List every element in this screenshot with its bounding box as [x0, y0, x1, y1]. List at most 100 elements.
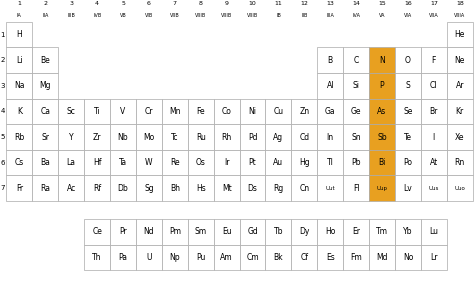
FancyBboxPatch shape	[447, 124, 473, 150]
Text: 9: 9	[225, 1, 228, 7]
Text: Sm: Sm	[195, 227, 207, 236]
FancyBboxPatch shape	[7, 150, 32, 175]
Text: Ga: Ga	[325, 107, 336, 116]
Text: Gd: Gd	[247, 227, 258, 236]
Text: 17: 17	[430, 1, 438, 7]
Text: VIB: VIB	[145, 13, 153, 18]
Text: Mn: Mn	[169, 107, 181, 116]
Text: Cd: Cd	[299, 132, 310, 142]
Text: Mt: Mt	[222, 184, 231, 193]
Text: Pr: Pr	[119, 227, 127, 236]
FancyBboxPatch shape	[136, 98, 162, 124]
Text: Sg: Sg	[144, 184, 154, 193]
FancyBboxPatch shape	[110, 175, 136, 201]
FancyBboxPatch shape	[343, 219, 369, 245]
FancyBboxPatch shape	[7, 47, 32, 73]
Text: 16: 16	[404, 1, 412, 7]
Text: La: La	[67, 158, 76, 167]
FancyBboxPatch shape	[239, 124, 265, 150]
FancyBboxPatch shape	[343, 73, 369, 98]
Text: Te: Te	[404, 132, 412, 142]
FancyBboxPatch shape	[395, 124, 421, 150]
Text: VIIIB: VIIIB	[247, 13, 258, 18]
Text: IIIB: IIIB	[67, 13, 75, 18]
Text: Hg: Hg	[299, 158, 310, 167]
FancyBboxPatch shape	[162, 175, 188, 201]
Text: Rb: Rb	[14, 132, 25, 142]
Text: Sn: Sn	[351, 132, 361, 142]
FancyBboxPatch shape	[421, 98, 447, 124]
Text: VIIIA: VIIIA	[454, 13, 465, 18]
FancyBboxPatch shape	[265, 245, 292, 270]
Text: Cl: Cl	[430, 81, 438, 90]
Text: Ba: Ba	[40, 158, 50, 167]
FancyBboxPatch shape	[188, 150, 214, 175]
Text: Al: Al	[327, 81, 334, 90]
FancyBboxPatch shape	[214, 98, 239, 124]
FancyBboxPatch shape	[421, 47, 447, 73]
Text: Ag: Ag	[273, 132, 283, 142]
Text: 2: 2	[1, 57, 5, 63]
FancyBboxPatch shape	[162, 124, 188, 150]
Text: Br: Br	[429, 107, 438, 116]
FancyBboxPatch shape	[188, 124, 214, 150]
FancyBboxPatch shape	[395, 150, 421, 175]
Text: He: He	[455, 30, 465, 39]
FancyBboxPatch shape	[447, 73, 473, 98]
Text: Cu: Cu	[273, 107, 283, 116]
Text: 5: 5	[1, 134, 5, 140]
Text: Rf: Rf	[93, 184, 101, 193]
FancyBboxPatch shape	[84, 219, 110, 245]
Text: Bi: Bi	[378, 158, 386, 167]
FancyBboxPatch shape	[265, 175, 292, 201]
Text: Rg: Rg	[273, 184, 283, 193]
Text: Y: Y	[69, 132, 73, 142]
Text: Rh: Rh	[221, 132, 232, 142]
Text: VB: VB	[119, 13, 127, 18]
FancyBboxPatch shape	[58, 150, 84, 175]
Text: Mo: Mo	[143, 132, 155, 142]
FancyBboxPatch shape	[292, 150, 317, 175]
Text: Se: Se	[403, 107, 413, 116]
FancyBboxPatch shape	[369, 124, 395, 150]
Text: Tc: Tc	[171, 132, 179, 142]
FancyBboxPatch shape	[343, 98, 369, 124]
Text: Bh: Bh	[170, 184, 180, 193]
Text: B: B	[328, 56, 333, 65]
Text: Ne: Ne	[455, 56, 465, 65]
Text: Ac: Ac	[67, 184, 76, 193]
Text: 14: 14	[352, 1, 360, 7]
Text: Cs: Cs	[15, 158, 24, 167]
Text: S: S	[406, 81, 410, 90]
FancyBboxPatch shape	[447, 47, 473, 73]
Text: Lv: Lv	[403, 184, 412, 193]
FancyBboxPatch shape	[58, 124, 84, 150]
FancyBboxPatch shape	[395, 175, 421, 201]
FancyBboxPatch shape	[110, 150, 136, 175]
FancyBboxPatch shape	[32, 175, 58, 201]
FancyBboxPatch shape	[292, 124, 317, 150]
Text: Pu: Pu	[196, 253, 205, 262]
FancyBboxPatch shape	[32, 47, 58, 73]
FancyBboxPatch shape	[84, 175, 110, 201]
FancyBboxPatch shape	[369, 219, 395, 245]
Text: Pd: Pd	[248, 132, 257, 142]
Text: Ar: Ar	[456, 81, 464, 90]
FancyBboxPatch shape	[343, 124, 369, 150]
FancyBboxPatch shape	[369, 47, 395, 73]
Text: As: As	[377, 107, 387, 116]
FancyBboxPatch shape	[317, 150, 343, 175]
Text: Co: Co	[222, 107, 232, 116]
FancyBboxPatch shape	[395, 98, 421, 124]
Text: P: P	[380, 81, 384, 90]
Text: Eu: Eu	[222, 227, 231, 236]
Text: Np: Np	[170, 253, 180, 262]
Text: Bk: Bk	[273, 253, 283, 262]
FancyBboxPatch shape	[265, 98, 292, 124]
Text: Uup: Uup	[376, 186, 388, 191]
Text: Ce: Ce	[92, 227, 102, 236]
Text: 3: 3	[69, 1, 73, 7]
FancyBboxPatch shape	[343, 175, 369, 201]
Text: 2: 2	[43, 1, 47, 7]
FancyBboxPatch shape	[292, 98, 317, 124]
